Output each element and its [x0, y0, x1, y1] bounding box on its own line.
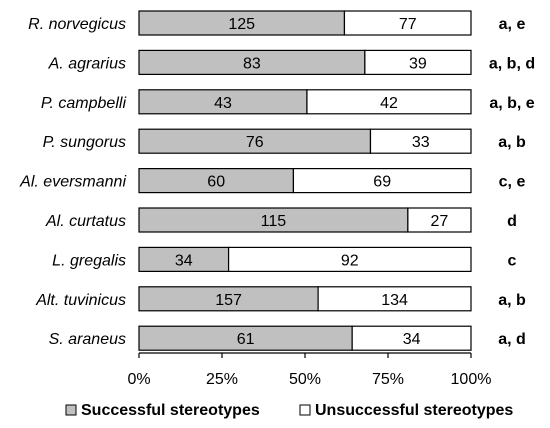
category-label: A. agrarius [48, 55, 126, 72]
x-tick-label: 100% [451, 371, 492, 388]
data-label-successful: 157 [215, 292, 242, 309]
bar-unsuccessful [317, 286, 472, 312]
bar-successful [138, 246, 230, 272]
x-tick-label: 0% [127, 371, 150, 388]
bar-unsuccessful [292, 168, 472, 194]
data-label-unsuccessful: 134 [381, 292, 408, 309]
data-label-successful: 34 [175, 252, 193, 269]
legend-label-unsuccessful: Unsuccessful stereotypes [315, 402, 513, 419]
category-label: R. norvegicus [28, 16, 126, 33]
bars: 125 77 83 39 43 42 76 33 60 69 115 27 34 92 157 134 61 34 [138, 10, 472, 351]
bar-unsuccessful [369, 128, 472, 154]
legend-label-successful: Successful stereotypes [81, 402, 260, 419]
data-label-unsuccessful: 92 [341, 252, 359, 269]
significance-label: a, e [499, 16, 526, 33]
data-label-successful: 60 [207, 174, 225, 191]
bar-unsuccessful [407, 207, 472, 233]
bar-unsuccessful [343, 10, 472, 36]
significance-label: c, e [499, 174, 526, 191]
category-label: Al. eversmanni [19, 174, 126, 191]
x-tick-label: 25% [206, 371, 238, 388]
data-label-successful: 115 [261, 213, 287, 230]
category-labels: R. norvegicus A. agrarius P. campbelli P. s… [19, 16, 126, 348]
legend: Successful stereotypes Unsuccessful stere… [65, 402, 513, 419]
data-label-unsuccessful: 42 [380, 95, 398, 112]
bar-successful [138, 10, 346, 36]
significance-label: a, b [498, 292, 526, 309]
bar-unsuccessful [227, 246, 472, 272]
bar-unsuccessful [351, 325, 472, 351]
x-axis: 0% 25% 50% 75% 100% [127, 352, 492, 388]
data-label-successful: 61 [237, 331, 255, 348]
significance-label: d [507, 213, 517, 230]
category-label: P. sungorus [43, 134, 126, 151]
data-label-unsuccessful: 33 [412, 134, 430, 151]
category-label: Alt. tuvinicus [35, 292, 126, 309]
significance-label: a, d [498, 331, 526, 348]
data-label-unsuccessful: 69 [373, 174, 391, 191]
data-label-unsuccessful: 34 [403, 331, 421, 348]
category-label: S. araneus [49, 331, 126, 348]
bar-successful [138, 49, 366, 76]
category-label: Al. curtatus [45, 213, 126, 230]
x-tick-label: 50% [289, 371, 321, 388]
bar-successful [138, 168, 295, 194]
bar-unsuccessful [364, 49, 472, 76]
legend-swatch-successful [65, 404, 77, 416]
bar-successful [138, 325, 353, 351]
category-label: L. gregalis [52, 252, 126, 269]
bar-successful [138, 128, 372, 154]
data-label-successful: 125 [228, 16, 255, 33]
significance-label: a, b, d [489, 55, 535, 72]
data-label-unsuccessful: 27 [431, 213, 449, 230]
significance-labels: a, e a, b, d a, b, e a, b c, e d c a, b a, d [489, 16, 535, 348]
x-tick-label: 75% [372, 371, 404, 388]
data-label-successful: 83 [243, 55, 261, 72]
significance-label: a, b, e [489, 95, 534, 112]
data-label-unsuccessful: 77 [399, 16, 417, 33]
significance-label: a, b [498, 134, 526, 151]
significance-label: c [508, 252, 517, 269]
category-label: P. campbelli [41, 95, 127, 112]
bar-successful [138, 89, 308, 115]
legend-swatch-unsuccessful [299, 404, 311, 416]
data-label-successful: 76 [246, 134, 264, 151]
bar-unsuccessful [306, 89, 472, 115]
data-label-unsuccessful: 39 [409, 55, 427, 72]
data-label-successful: 43 [214, 95, 232, 112]
